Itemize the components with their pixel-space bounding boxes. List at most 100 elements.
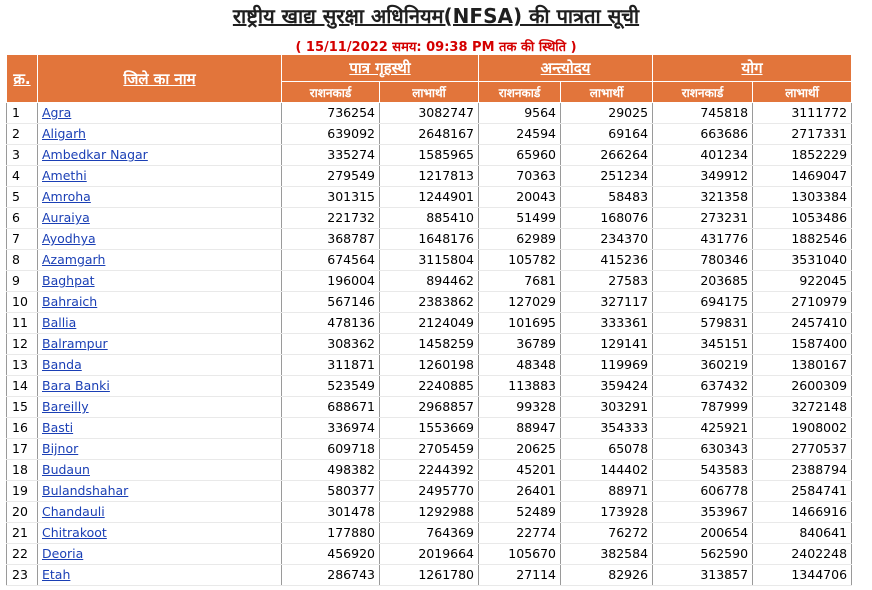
cell-antyodaya-ration-card: 22774 (478, 522, 562, 544)
cell-total-beneficiary: 1380167 (752, 354, 853, 376)
cell-total-beneficiary: 2457410 (752, 312, 853, 334)
cell-total-ration-card: 630343 (652, 438, 754, 460)
cell-total-beneficiary: 1587400 (752, 333, 853, 355)
cell-household-beneficiary: 2124049 (379, 312, 480, 334)
cell-household-ration-card: 301315 (281, 186, 380, 208)
cell-antyodaya-beneficiary: 327117 (560, 291, 654, 313)
cell-antyodaya-ration-card: 88947 (478, 417, 562, 439)
district-link[interactable]: Bulandshahar (42, 483, 129, 498)
cell-household-beneficiary: 1292988 (379, 501, 480, 523)
cell-antyodaya-ration-card: 101695 (478, 312, 562, 334)
table-row: 16 Basti 336974 1553669 88947 354333 425921 190… (6, 417, 853, 439)
cell-antyodaya-ration-card: 65960 (478, 144, 562, 166)
district-link[interactable]: Etah (42, 567, 71, 582)
cell-household-beneficiary: 2240885 (379, 375, 480, 397)
cell-total-ration-card: 431776 (652, 228, 754, 250)
district-link[interactable]: Auraiya (42, 210, 90, 225)
district-link[interactable]: Budaun (42, 462, 90, 477)
cell-district: Bareilly (37, 396, 282, 418)
header-district-name[interactable]: जिले का नाम (37, 54, 282, 103)
cell-household-beneficiary: 3082747 (379, 102, 480, 124)
cell-district: Ambedkar Nagar (37, 144, 282, 166)
district-link[interactable]: Banda (42, 357, 82, 372)
district-link[interactable]: Chandauli (42, 504, 105, 519)
cell-serial-number: 16 (6, 417, 38, 439)
cell-serial-number: 17 (6, 438, 38, 460)
cell-total-ration-card: 663686 (652, 123, 754, 145)
district-link[interactable]: Chitrakoot (42, 525, 107, 540)
cell-serial-number: 11 (6, 312, 38, 334)
cell-district: Azamgarh (37, 249, 282, 271)
district-link[interactable]: Balrampur (42, 336, 108, 351)
cell-antyodaya-beneficiary: 65078 (560, 438, 654, 460)
cell-district: Amroha (37, 186, 282, 208)
cell-serial-number: 4 (6, 165, 38, 187)
district-link[interactable]: Bara Banki (42, 378, 110, 393)
cell-antyodaya-beneficiary: 168076 (560, 207, 654, 229)
district-link[interactable]: Azamgarh (42, 252, 106, 267)
cell-household-ration-card: 335274 (281, 144, 380, 166)
cell-household-beneficiary: 3115804 (379, 249, 480, 271)
cell-total-beneficiary: 1908002 (752, 417, 853, 439)
cell-total-ration-card: 200654 (652, 522, 754, 544)
cell-household-beneficiary: 2968857 (379, 396, 480, 418)
table-row: 7 Ayodhya 368787 1648176 62989 234370 431776 18… (6, 228, 853, 250)
cell-household-beneficiary: 885410 (379, 207, 480, 229)
cell-total-ration-card: 345151 (652, 333, 754, 355)
district-link[interactable]: Ballia (42, 315, 77, 330)
cell-total-beneficiary: 2388794 (752, 459, 853, 481)
cell-household-beneficiary: 2705459 (379, 438, 480, 460)
cell-antyodaya-ration-card: 26401 (478, 480, 562, 502)
cell-serial-number: 9 (6, 270, 38, 292)
cell-serial-number: 21 (6, 522, 38, 544)
cell-district: Chitrakoot (37, 522, 282, 544)
cell-serial-number: 12 (6, 333, 38, 355)
district-link[interactable]: Bareilly (42, 399, 89, 414)
cell-district: Agra (37, 102, 282, 124)
cell-antyodaya-ration-card: 105782 (478, 249, 562, 271)
cell-household-ration-card: 196004 (281, 270, 380, 292)
table-row: 2 Aligarh 639092 2648167 24594 69164 663686 271… (6, 123, 853, 145)
cell-antyodaya-ration-card: 9564 (478, 102, 562, 124)
header-district-name-label[interactable]: जिले का नाम (123, 69, 196, 88)
cell-serial-number: 5 (6, 186, 38, 208)
cell-antyodaya-beneficiary: 303291 (560, 396, 654, 418)
cell-district: Auraiya (37, 207, 282, 229)
cell-antyodaya-beneficiary: 234370 (560, 228, 654, 250)
cell-antyodaya-beneficiary: 415236 (560, 249, 654, 271)
cell-district: Balrampur (37, 333, 282, 355)
table-row: 9 Baghpat 196004 894462 7681 27583 203685 92204… (6, 270, 853, 292)
cell-total-beneficiary: 922045 (752, 270, 853, 292)
cell-antyodaya-ration-card: 45201 (478, 459, 562, 481)
cell-household-ration-card: 311871 (281, 354, 380, 376)
cell-antyodaya-beneficiary: 333361 (560, 312, 654, 334)
district-link[interactable]: Deoria (42, 546, 84, 561)
cell-district: Budaun (37, 459, 282, 481)
table-row: 6 Auraiya 221732 885410 51499 168076 273231 105… (6, 207, 853, 229)
district-link[interactable]: Bijnor (42, 441, 79, 456)
district-link[interactable]: Ayodhya (42, 231, 96, 246)
district-link[interactable]: Baghpat (42, 273, 95, 288)
cell-total-beneficiary: 840641 (752, 522, 853, 544)
cell-antyodaya-beneficiary: 69164 (560, 123, 654, 145)
cell-total-beneficiary: 1469047 (752, 165, 853, 187)
district-link[interactable]: Amroha (42, 189, 91, 204)
cell-household-ration-card: 674564 (281, 249, 380, 271)
district-link[interactable]: Agra (42, 105, 72, 120)
district-link[interactable]: Aligarh (42, 126, 86, 141)
cell-district: Chandauli (37, 501, 282, 523)
cell-district: Ballia (37, 312, 282, 334)
cell-antyodaya-ration-card: 36789 (478, 333, 562, 355)
district-link[interactable]: Amethi (42, 168, 87, 183)
header-group-total: योग (652, 54, 853, 82)
cell-total-ration-card: 353967 (652, 501, 754, 523)
district-link[interactable]: Ambedkar Nagar (42, 147, 148, 162)
cell-total-ration-card: 401234 (652, 144, 754, 166)
header-beneficiary: लाभार्थी (560, 81, 654, 103)
district-link[interactable]: Bahraich (42, 294, 98, 309)
cell-household-beneficiary: 2244392 (379, 459, 480, 481)
cell-household-beneficiary: 1648176 (379, 228, 480, 250)
district-link[interactable]: Basti (42, 420, 74, 435)
table-row: 18 Budaun 498382 2244392 45201 144402 543583 23… (6, 459, 853, 481)
cell-household-beneficiary: 1585965 (379, 144, 480, 166)
